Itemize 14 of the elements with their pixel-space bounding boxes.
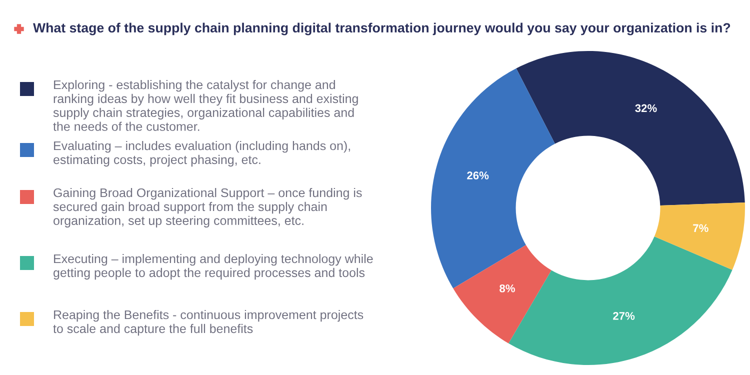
donut-slice [654, 202, 745, 270]
data-label: 26% [467, 172, 489, 180]
legend-label: Executing – implementing and deploying technology while getting people to adopt the required processes and tools [54, 254, 373, 280]
legend-label: Reaping the Benefits - continuous improvement projects to scale and capture the full benefits [53, 310, 364, 336]
data-label: 32% [635, 104, 657, 112]
data-label: 8% [500, 284, 515, 292]
data-label: 27% [613, 312, 635, 320]
donut-slice [453, 244, 552, 344]
legend-label: Evaluating – includes evaluation (including hands on), estimating costs, project phasing, etc. [54, 141, 350, 167]
data-label: 7% [693, 224, 708, 232]
legend-label: Gaining Broad Organizational Support – once funding is secured gain broad support from the supply chain organization, set up steering committees, etc. [53, 188, 362, 228]
chart-title: What stage of the supply chain planning digital transformation journey would you say your organization is in? [33, 22, 730, 36]
donut-slice [516, 51, 745, 206]
legend-label: Exploring - establishing the catalyst for change and ranking ideas by how well they fit business and existing supply chain strategies, organizational capabilities and the needs of the customer. [53, 80, 358, 131]
